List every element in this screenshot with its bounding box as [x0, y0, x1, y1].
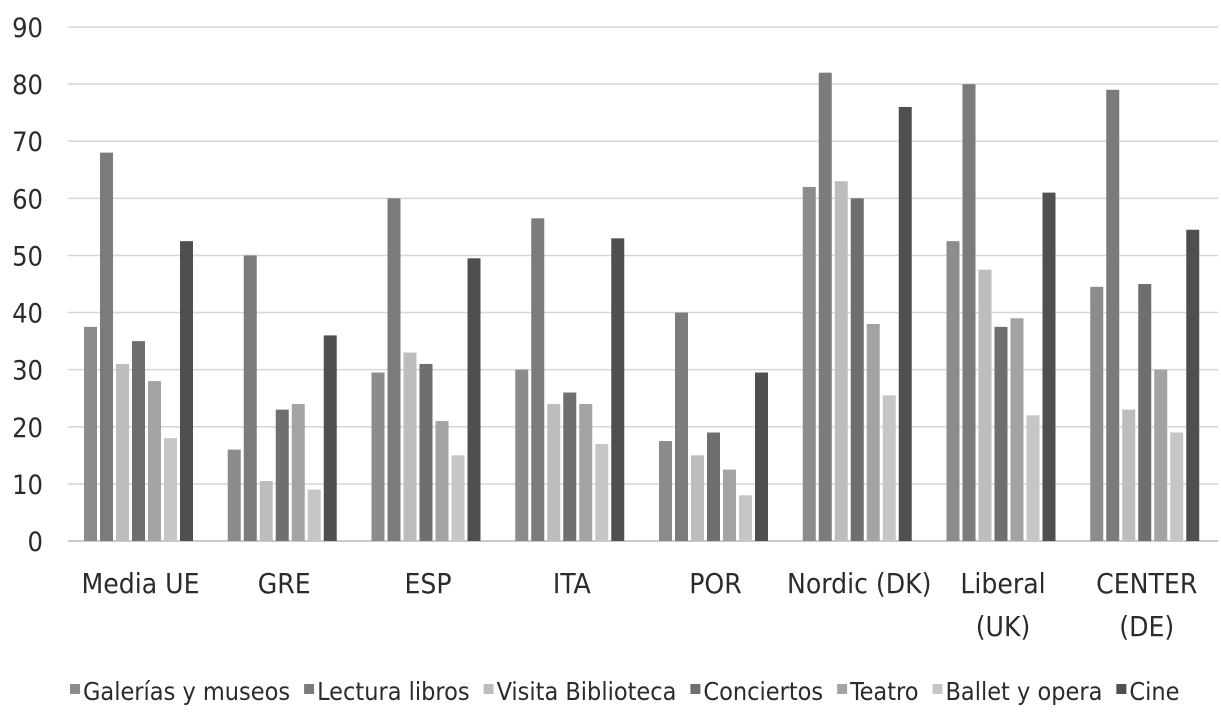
bar: [962, 84, 976, 541]
bar: [307, 489, 321, 541]
legend-label: Lectura libros: [317, 677, 469, 706]
bar: [978, 269, 992, 541]
bar: [323, 335, 337, 541]
x-category-label: ITA: [553, 567, 592, 600]
bar: [227, 449, 241, 541]
bar: [275, 409, 289, 541]
y-tick-label: 10: [12, 470, 43, 501]
y-axis-ticks: 0 10 20 30 40 50 60 70 80 90: [12, 13, 43, 558]
x-axis-categories: Media UE GRE ESP ITA POR Nordic (DK) Liberal (U…: [81, 567, 1197, 643]
bar: [451, 455, 465, 541]
bar: [547, 403, 561, 541]
x-category-label: ESP: [404, 567, 451, 600]
x-category-label: Nordic (DK): [787, 567, 932, 600]
y-tick-label: 30: [12, 356, 43, 387]
bar: [531, 218, 545, 542]
bars: [84, 72, 1200, 542]
x-category-label: (UK): [976, 610, 1031, 643]
bar: [1026, 415, 1040, 541]
bar: [882, 395, 896, 541]
y-tick-label: 40: [12, 299, 43, 330]
bar: [164, 438, 177, 541]
y-tick-label: 70: [12, 127, 43, 158]
y-tick-label: 20: [12, 413, 43, 444]
legend-label: Visita Biblioteca: [497, 677, 677, 706]
bar: [691, 455, 704, 541]
bar: [84, 326, 97, 541]
bar: [435, 421, 449, 541]
legend-swatch: [932, 684, 943, 694]
x-category-label: GRE: [258, 567, 311, 600]
y-tick-label: 60: [12, 184, 43, 215]
bar: [834, 181, 848, 541]
bar: [180, 241, 193, 541]
bar: [1154, 369, 1168, 541]
legend-label: Galerías y museos: [83, 677, 290, 706]
bar: [611, 238, 625, 542]
legend-swatch: [304, 684, 315, 694]
legend-swatch: [70, 684, 80, 694]
x-category-label: Media UE: [81, 567, 199, 600]
bar: [1042, 192, 1056, 541]
bar: [1122, 409, 1136, 541]
bar: [1106, 89, 1120, 542]
legend-label: Ballet y opera: [945, 677, 1102, 706]
bar: [371, 372, 385, 541]
bar: [866, 323, 880, 541]
bar: [291, 403, 305, 541]
legend-swatch: [837, 684, 848, 694]
y-tick-label: 50: [12, 241, 43, 272]
bar: [994, 326, 1008, 541]
bar: [116, 363, 129, 541]
bar: [563, 392, 577, 541]
y-tick-label: 0: [28, 527, 43, 558]
bar: [802, 186, 816, 541]
bar: [387, 198, 401, 542]
bar: [132, 341, 145, 541]
legend-swatch: [690, 684, 701, 694]
bar: [515, 369, 529, 541]
x-category-label: (DE): [1119, 610, 1174, 643]
bar: [1186, 229, 1200, 541]
x-category-label: CENTER: [1096, 567, 1197, 600]
bar: [1010, 318, 1024, 541]
bar: [707, 432, 720, 541]
y-tick-label: 80: [12, 70, 43, 101]
bar: [403, 352, 417, 541]
bar: [1138, 284, 1152, 541]
y-tick-label: 90: [12, 13, 43, 44]
bar: [739, 495, 752, 541]
legend-swatch: [483, 684, 494, 694]
bar: [659, 441, 672, 541]
grid-lines: [68, 26, 1218, 542]
bar: [1170, 432, 1184, 541]
bar: [148, 381, 161, 541]
bar: [579, 403, 593, 541]
bar: [818, 72, 832, 541]
bar: [259, 481, 273, 541]
legend: Galerías y museos Lectura libros Visita Bi…: [70, 677, 1179, 706]
x-category-label: POR: [689, 567, 742, 600]
bar: [100, 152, 113, 541]
legend-label: Teatro: [849, 677, 918, 706]
bar: [467, 258, 481, 541]
bar: [595, 443, 609, 541]
legend-label: Cine: [1129, 677, 1179, 706]
legend-label: Conciertos: [703, 677, 823, 706]
bar: [723, 469, 736, 541]
bar: [243, 255, 257, 541]
bar: [419, 363, 433, 541]
bar: [850, 198, 864, 542]
bar: [898, 106, 912, 541]
bar: [755, 372, 768, 541]
x-category-label: Liberal: [960, 567, 1045, 600]
legend-swatch: [1116, 684, 1127, 694]
bar: [1090, 286, 1104, 541]
bar: [675, 312, 688, 541]
bar: [946, 241, 960, 541]
